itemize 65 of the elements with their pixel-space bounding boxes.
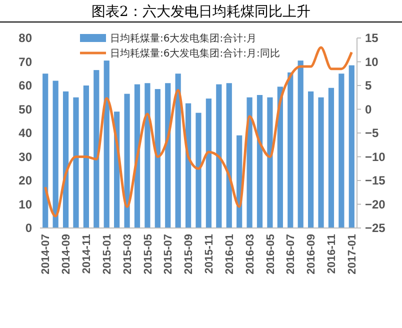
- y-tick-label: 10: [18, 197, 32, 212]
- legend-label: 日均耗煤量:6大发电集团:合计:月: [110, 32, 256, 44]
- x-tick-label: 2017-01: [346, 234, 358, 274]
- line-series: [44, 46, 353, 218]
- bar: [246, 97, 252, 228]
- y-tick-label: 30: [18, 150, 32, 164]
- bar: [328, 88, 334, 228]
- x-tick-label: 2015-11: [204, 234, 216, 274]
- bar: [308, 91, 314, 228]
- y2-tick-label: 10: [365, 54, 379, 69]
- y2-tick-label: 5: [365, 78, 372, 93]
- bar: [318, 97, 324, 228]
- bar: [73, 97, 79, 228]
- y-tick-label: 60: [18, 78, 32, 93]
- x-tick-label: 2015-01: [101, 234, 114, 274]
- bar: [206, 98, 212, 228]
- x-tick-label: 2014-07: [40, 234, 52, 274]
- bar: [226, 83, 232, 228]
- x-tick-label: 2015-05: [142, 234, 154, 274]
- x-tick-label: 2014-11: [81, 234, 94, 274]
- bar: [42, 74, 48, 228]
- x-tick-label: 2014-09: [60, 234, 73, 274]
- y-tick-label: 80: [18, 31, 32, 46]
- bar: [83, 86, 90, 228]
- bar: [124, 94, 130, 228]
- y2-tick-label: −15: [365, 174, 386, 188]
- y2-tick-label: 0: [365, 102, 372, 116]
- bar: [338, 74, 344, 228]
- x-tick-label: 2016-03: [244, 234, 256, 274]
- legend-label: 日均耗煤量:6大发电集团:合计:月:同比: [110, 48, 280, 60]
- x-tick-label: 2016-05: [264, 234, 277, 274]
- bar: [175, 74, 181, 228]
- bar: [277, 86, 283, 228]
- bar: [62, 91, 69, 228]
- y2-tick-label: −20: [365, 197, 386, 212]
- x-tick-label: 2015-03: [122, 234, 134, 274]
- bar: [94, 70, 100, 228]
- bar: [256, 95, 263, 228]
- x-tick-label: 2016-11: [326, 234, 338, 274]
- bar: [52, 80, 58, 228]
- bar: [267, 97, 273, 228]
- x-tick-label: 2015-07: [162, 234, 175, 274]
- y2-tick-label: −5: [365, 126, 380, 140]
- y-tick-label: 20: [18, 174, 32, 188]
- x-tick-label: 2015-09: [183, 234, 196, 274]
- y2-tick-label: 15: [365, 31, 379, 46]
- y-tick-label: 0: [25, 221, 32, 236]
- bar: [165, 83, 171, 228]
- bar: [216, 84, 222, 228]
- bar: [298, 60, 304, 228]
- x-tick-label: 2016-07: [285, 234, 298, 274]
- y-tick-label: 40: [18, 126, 32, 140]
- x-tick-label: 2016-09: [306, 234, 318, 274]
- y2-tick-label: −10: [365, 150, 386, 164]
- y-tick-label: 70: [18, 54, 32, 69]
- bar: [288, 72, 294, 228]
- bar: [154, 89, 160, 228]
- bar: [348, 65, 354, 228]
- bar: [144, 83, 150, 228]
- bar: [196, 112, 202, 228]
- chart-title: 图表2：六大发电日均耗煤同比上升: [92, 4, 310, 20]
- bar: [104, 60, 110, 228]
- x-tick-label: 2016-01: [224, 234, 236, 274]
- y2-tick-label: −25: [365, 221, 386, 236]
- y-tick-label: 50: [18, 102, 32, 116]
